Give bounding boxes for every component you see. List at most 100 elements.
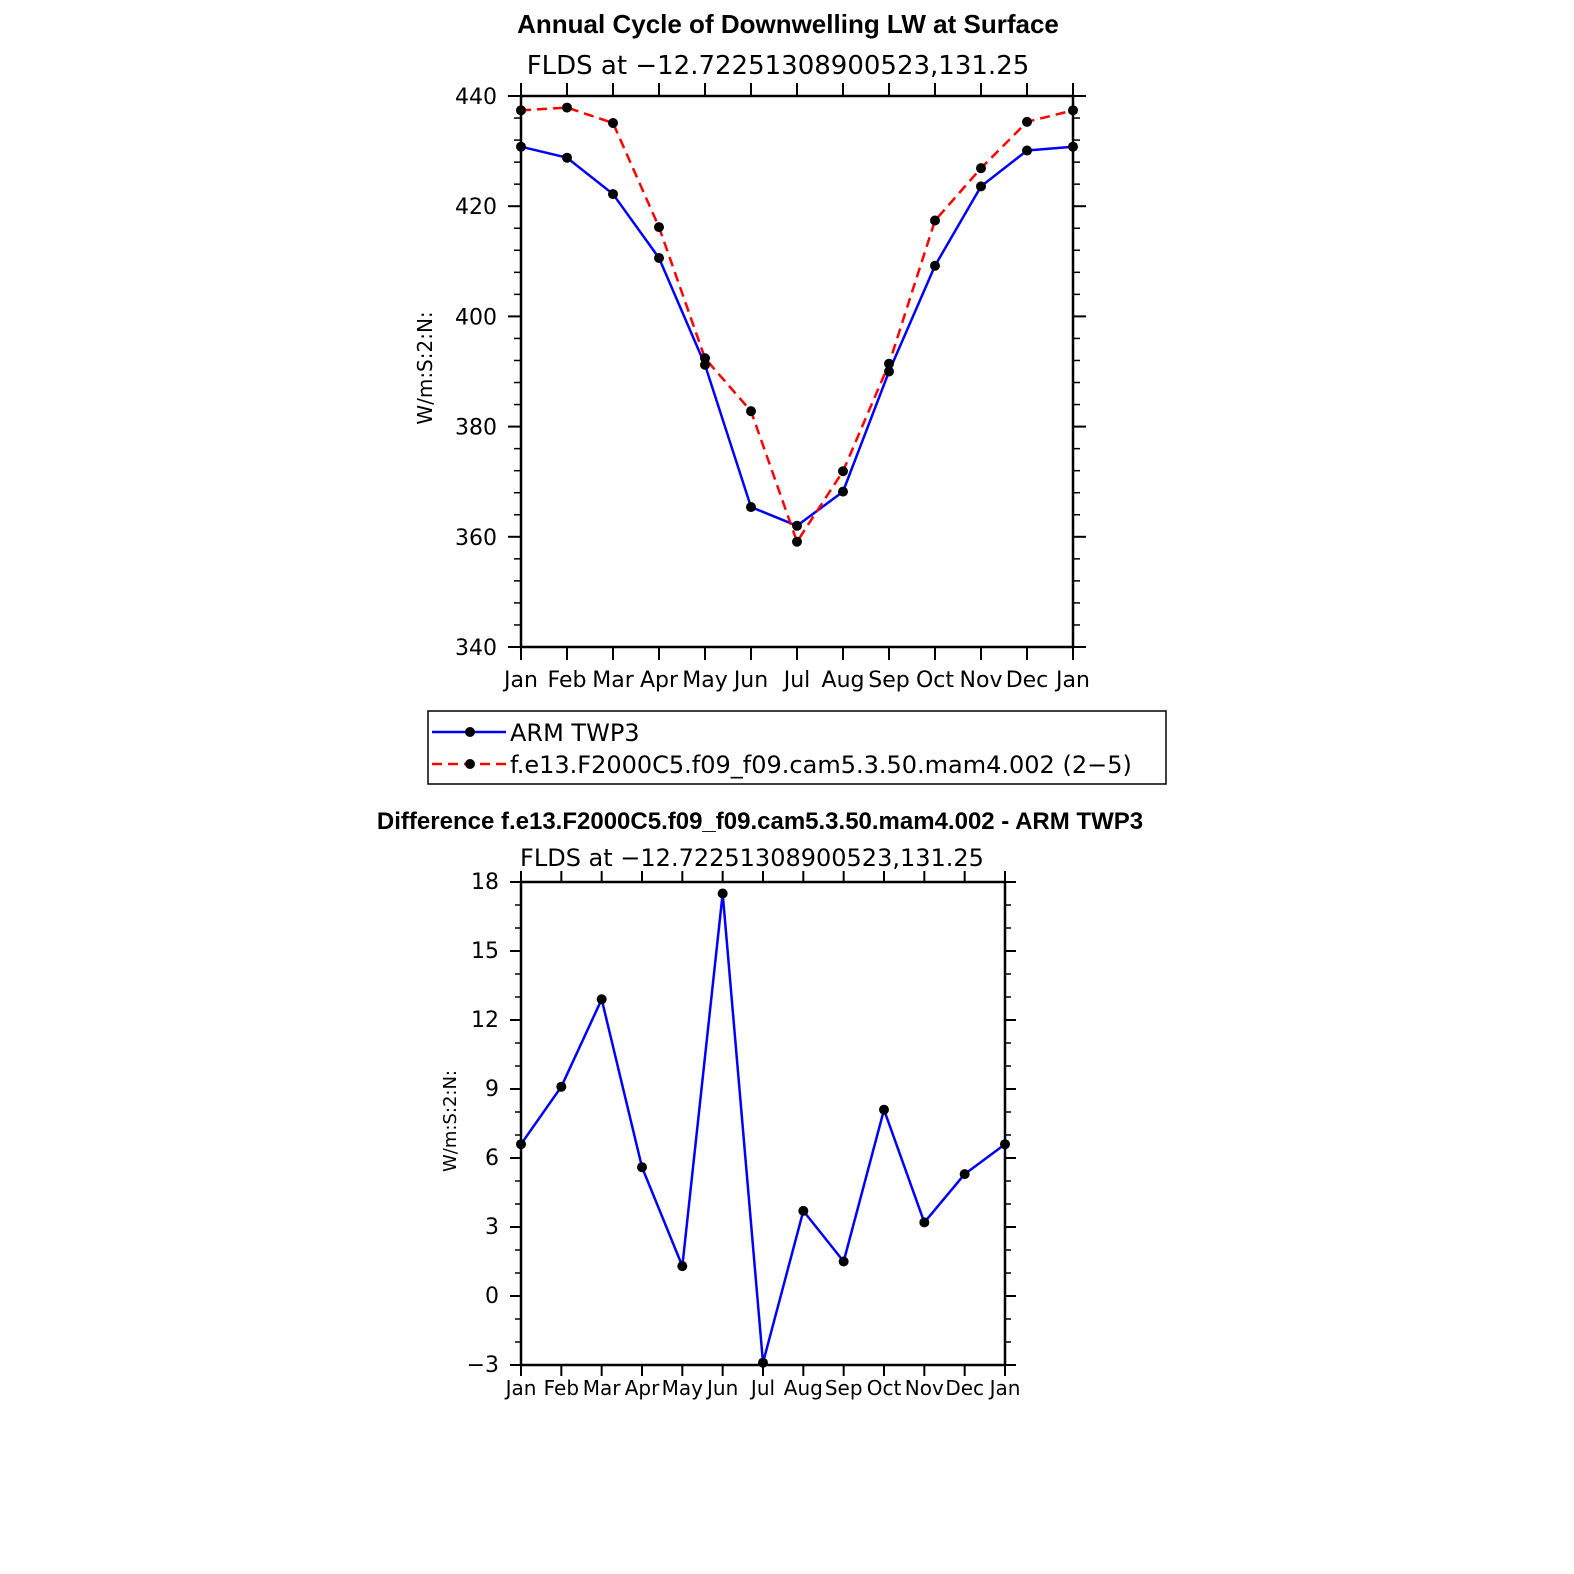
chart1-series-1-point	[562, 152, 572, 163]
chart1-subtitle: FLDS at −12.72251308900523,131.25	[527, 51, 1030, 81]
chart2-y-tick-label: 0	[485, 1284, 499, 1309]
chart2-y-tick-label: 3	[485, 1215, 499, 1240]
chart1-series-1-point	[1068, 141, 1078, 152]
chart2-series-1-point	[959, 1169, 970, 1180]
chart1-x-tick-label: Jan	[502, 668, 538, 693]
chart1-x-tick-label: May	[682, 668, 727, 693]
chart2-series-1-point	[879, 1104, 889, 1115]
chart1-x-tick-label: Sep	[868, 668, 909, 693]
chart2-series-1-point	[798, 1205, 809, 1216]
chart2-y-tick-label: 6	[485, 1146, 499, 1171]
legend: ARM TWP3 f.e13.F2000C5.f09_f09.cam5.3.50…	[427, 710, 1167, 785]
chart1-series-1-point	[608, 189, 618, 200]
chart2-x-tick-label: Aug	[784, 1376, 823, 1400]
chart1-y-tick-label: 340	[455, 636, 497, 661]
chart1-series-1-point	[838, 486, 848, 497]
chart2-series-1-point	[1000, 1139, 1010, 1150]
chart1-series-2-point	[516, 105, 526, 116]
chart1-series-1-point	[516, 141, 526, 152]
chart1-series-2-point	[654, 222, 664, 233]
chart2-series	[516, 888, 1010, 1368]
chart1-series-2-point	[1022, 116, 1032, 127]
chart1-series-1-point	[1022, 145, 1032, 156]
chart1-series-1-point	[746, 502, 756, 513]
chart1-series-2-point	[838, 466, 848, 477]
chart2-subtitle: FLDS at −12.72251308900523,131.25	[520, 844, 984, 872]
chart1-series-1-point	[930, 260, 940, 271]
chart1-x-tick-label: Jul	[782, 668, 811, 693]
chart2-series-1-point	[717, 888, 728, 899]
chart1-series-2-point	[930, 215, 940, 226]
chart2-x-tick-label: Dec	[945, 1376, 984, 1400]
chart1-x-tick-label: Jan	[1054, 668, 1090, 693]
chart1-y-axis-label: W/m:S:2:N:	[413, 311, 437, 424]
chart1-y-tick-label: 380	[455, 416, 497, 441]
legend-model-label: f.e13.F2000C5.f09_f09.cam5.3.50.mam4.002…	[510, 751, 1132, 779]
chart1-y-tick-label: 440	[455, 85, 497, 110]
chart2-x-tick-label: Jan	[504, 1376, 537, 1400]
chart1-x-tick-label: Jun	[732, 668, 768, 693]
chart1-series-2-point	[746, 406, 756, 417]
chart2-x-tick-label: Nov	[905, 1376, 944, 1400]
chart1-x-tick-label: Feb	[548, 668, 587, 693]
chart2-series-1-point	[677, 1261, 688, 1272]
chart2-y-tick-label: 15	[471, 939, 499, 964]
annual-cycle-chart: Annual Cycle of Downwelling LW at Surfac…	[413, 9, 1090, 693]
difference-chart: Difference f.e13.F2000C5.f09_f09.cam5.3.…	[377, 808, 1143, 1400]
chart1-series-1-point	[884, 366, 894, 377]
chart1-y-tick-label: 420	[455, 195, 497, 220]
chart1-series-1-point	[976, 181, 986, 192]
chart1-x-tick-label: Dec	[1006, 668, 1049, 693]
chart1-series-2-point	[792, 536, 802, 547]
chart2-y-tick-label: −3	[467, 1353, 499, 1378]
chart1-x-tick-label: Mar	[592, 668, 634, 693]
chart1-y-tick-label: 400	[455, 305, 497, 330]
legend-arm-label: ARM TWP3	[510, 719, 640, 747]
chart1-series-1-point	[654, 252, 664, 263]
chart1-title: Annual Cycle of Downwelling LW at Surfac…	[517, 9, 1059, 39]
chart2-series-1-point	[596, 994, 607, 1005]
chart2-title: Difference f.e13.F2000C5.f09_f09.cam5.3.…	[377, 808, 1143, 835]
chart1-x-tick-label: Oct	[916, 668, 954, 693]
chart1-x-tick-label: Aug	[822, 668, 865, 693]
chart2-series-1-point	[556, 1081, 567, 1092]
chart2-x-tick-label: May	[662, 1376, 704, 1400]
chart2-series-1-point	[637, 1162, 647, 1173]
chart1-x-tick-label: Nov	[960, 668, 1003, 693]
chart1-y-tick-label: 360	[455, 526, 497, 551]
chart1-series	[516, 102, 1078, 547]
chart1-plot-frame	[519, 94, 1075, 649]
legend-model-marker	[465, 759, 475, 769]
chart1-series-1-point	[792, 520, 802, 531]
chart1-ticks	[508, 83, 1086, 660]
chart2-x-tick-label: Jun	[705, 1376, 738, 1400]
chart2-y-tick-label: 9	[485, 1077, 499, 1102]
chart1-series-2-point	[562, 102, 572, 113]
chart1-series-2-point	[1068, 105, 1078, 116]
chart2-x-tick-label: Jul	[749, 1376, 775, 1400]
chart2-series-1-point	[758, 1357, 768, 1368]
chart2-x-tick-label: Apr	[625, 1376, 660, 1400]
legend-box	[427, 710, 1167, 785]
chart2-series-1-point	[919, 1217, 930, 1228]
chart2-x-tick-label: Feb	[544, 1376, 579, 1400]
chart2-y-axis-label: W/m:S:2:N:	[440, 1070, 461, 1172]
chart1-x-tick-label: Apr	[640, 668, 679, 693]
chart2-y-tick-label: 12	[471, 1008, 499, 1033]
chart2-ticks	[510, 871, 1016, 1376]
chart2-x-tick-label: Sep	[825, 1376, 863, 1400]
chart2-x-tick-label: Jan	[988, 1376, 1021, 1400]
chart2-tick-labels: Jan Feb Mar Apr May Jun Jul Aug Sep Oct Nov Dec Jan1…	[467, 870, 1021, 1400]
chart2-series-1-point	[516, 1139, 526, 1150]
chart1-series-2-point	[608, 117, 618, 128]
chart1-tick-labels: Jan Feb Mar Apr May Jun Jul Aug Sep Oct Nov Dec Jan4…	[455, 85, 1090, 693]
chart2-series-1-point	[838, 1256, 849, 1267]
chart2-x-tick-label: Oct	[867, 1376, 902, 1400]
chart1-series-2-point	[976, 163, 986, 174]
legend-arm-marker	[465, 727, 475, 737]
chart2-y-tick-label: 18	[471, 870, 499, 895]
chart1-series-2-point	[700, 353, 710, 364]
chart2-x-tick-label: Mar	[583, 1376, 622, 1400]
chart1-series-2-point	[884, 358, 894, 369]
